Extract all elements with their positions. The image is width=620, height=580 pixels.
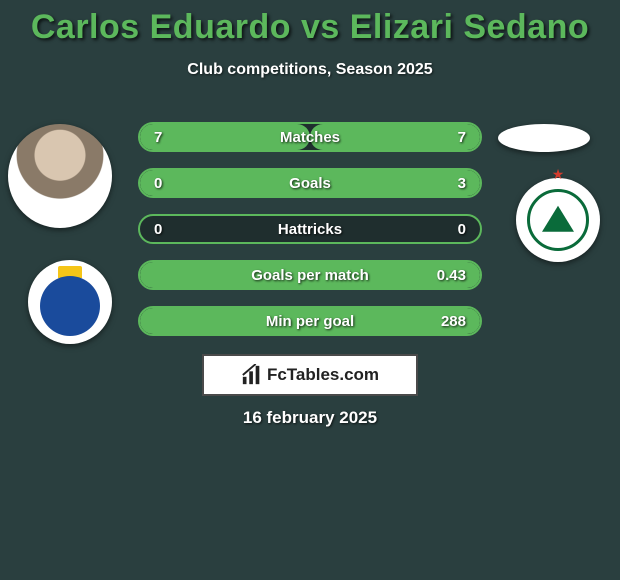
player1-club-badge [28, 260, 112, 344]
bar-chart-icon [241, 364, 263, 386]
stat-label: Goals [140, 170, 480, 196]
stat-value-right: 0.43 [437, 262, 466, 288]
stat-row: 0Hattricks0 [138, 214, 482, 244]
stat-row: Goals per match0.43 [138, 260, 482, 290]
brand-badge: FcTables.com [202, 354, 418, 396]
comparison-card: Carlos Eduardo vs Elizari Sedano Club co… [0, 0, 620, 580]
ring-icon [527, 189, 589, 251]
stat-row: 7Matches7 [138, 122, 482, 152]
date-label: 16 february 2025 [0, 408, 620, 428]
stat-label: Hattricks [140, 216, 480, 242]
stat-label: Matches [140, 124, 480, 150]
stat-value-right: 7 [458, 124, 466, 150]
stat-label: Min per goal [140, 308, 480, 334]
player2-avatar [498, 124, 590, 152]
stat-value-right: 0 [458, 216, 466, 242]
page-subtitle: Club competitions, Season 2025 [0, 61, 620, 79]
player2-club-badge: ★ [516, 178, 600, 262]
page-title: Carlos Eduardo vs Elizari Sedano [0, 0, 620, 47]
stat-value-right: 288 [441, 308, 466, 334]
triangle-icon [542, 206, 574, 232]
player1-avatar [8, 124, 112, 228]
stats-section: 7Matches70Goals30Hattricks0Goals per mat… [138, 122, 482, 352]
stat-value-right: 3 [458, 170, 466, 196]
stat-row: 0Goals3 [138, 168, 482, 198]
stat-row: Min per goal288 [138, 306, 482, 336]
stat-label: Goals per match [140, 262, 480, 288]
star-icon: ★ [552, 166, 565, 183]
shield-icon [40, 276, 100, 336]
brand-text: FcTables.com [267, 365, 379, 385]
